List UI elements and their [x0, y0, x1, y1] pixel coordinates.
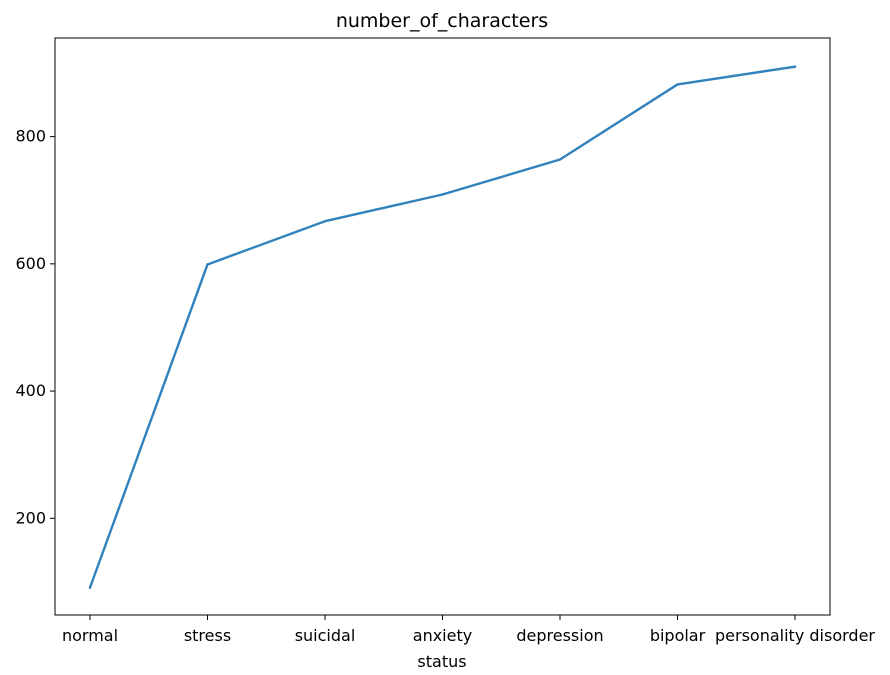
- x-tick-label: normal: [62, 626, 118, 645]
- data-point: [441, 193, 444, 196]
- y-tick-label: 800: [15, 127, 46, 146]
- y-tick-label: 400: [15, 381, 46, 400]
- data-point: [676, 83, 679, 86]
- data-point: [558, 158, 562, 161]
- plot-area: 200 400 600 800 normal stress suicidal anxiety d…: [15, 37, 875, 645]
- x-tick-label: stress: [184, 626, 231, 645]
- data-point: [793, 65, 797, 68]
- x-tick-label: personality disorder: [715, 626, 875, 645]
- x-tick-label: bipolar: [650, 626, 706, 645]
- chart-title: number_of_characters: [336, 10, 548, 32]
- x-axis-title: status: [417, 652, 466, 671]
- y-tick-label: 200: [15, 508, 46, 527]
- x-tick-label: suicidal: [295, 626, 356, 645]
- data-point: [323, 220, 327, 223]
- data-point: [88, 586, 92, 589]
- data-point: [206, 263, 209, 266]
- y-tick-label: 600: [15, 254, 46, 273]
- x-tick-label: depression: [516, 626, 603, 645]
- x-tick-label: anxiety: [413, 626, 472, 645]
